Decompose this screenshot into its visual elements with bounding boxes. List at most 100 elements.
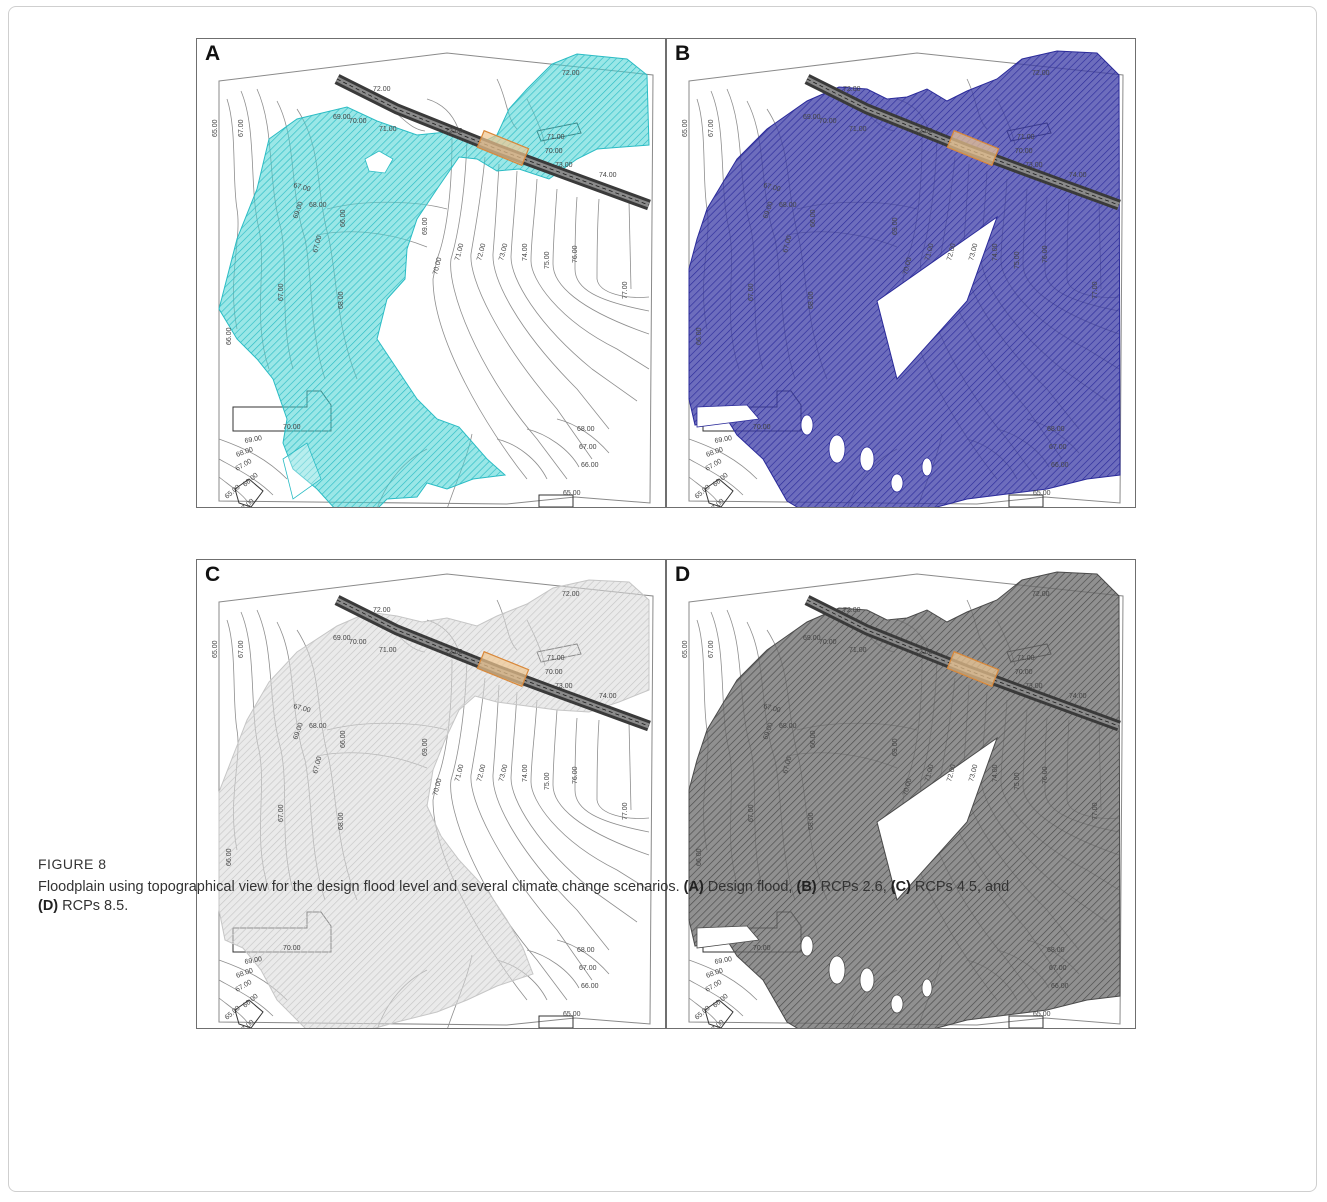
flood-island — [696, 404, 760, 428]
site-boundary — [688, 52, 1124, 505]
contour-elevation-label: 65.00 — [212, 640, 219, 658]
contour-elevation-label: 73.00 — [498, 243, 509, 262]
contour-elevation-label: 77.00 — [622, 802, 629, 820]
caption-text-c: RCPs 4.5, and — [910, 879, 1010, 895]
contour-elevation-label: 72.00 — [476, 764, 487, 783]
contour-elevation-label: 69.00 — [422, 217, 429, 235]
contour-elevation-label: 72.00 — [445, 128, 463, 135]
contour-elevation-label: 67.00 — [579, 444, 597, 451]
contour-elevation-label: 70.00 — [902, 778, 913, 797]
contour-elevation-label: 72.00 — [373, 607, 391, 614]
contour-line — [556, 939, 610, 975]
contour-elevation-label: 69.00 — [244, 435, 263, 445]
contour-elevation-label: 69.00 — [714, 435, 733, 445]
contour-elevation-label: 75.00 — [1014, 772, 1021, 790]
contour-elevation-label: 75.00 — [544, 772, 551, 790]
contour-line — [510, 170, 638, 402]
contour-line — [596, 719, 650, 819]
contour-elevation-label: 65.00 — [563, 1011, 581, 1018]
flood-exclusion — [876, 736, 998, 902]
contour-elevation-label: 66.00 — [810, 730, 817, 748]
contour-line — [218, 438, 288, 480]
contour-line — [450, 138, 568, 480]
contour-elevation-label: 68.00 — [779, 202, 797, 209]
contour-elevation-label: 76.00 — [1042, 245, 1049, 263]
contour-elevation-label: 72.00 — [1032, 70, 1050, 77]
bridge-culvert — [476, 650, 530, 688]
figure-caption: FIGURE 8 Floodplain using topographical … — [38, 856, 1288, 916]
contour-elevation-label: 70.00 — [1015, 148, 1033, 155]
contour-elevation-label: 71.00 — [924, 764, 935, 783]
contour-elevation-label: 65.00 — [563, 490, 581, 497]
contour-elevation-label: 67.00 — [235, 979, 254, 994]
caption-tag-a: (A) — [683, 879, 704, 895]
contour-elevation-label: 70.00 — [432, 257, 443, 276]
contour-elevation-label: 69.00 — [892, 217, 899, 235]
contour-elevation-label: 76.00 — [572, 766, 579, 784]
contour-line — [628, 200, 632, 290]
site-boundary — [218, 573, 654, 1026]
contour-elevation-label: 66.00 — [226, 327, 233, 345]
flood-island — [364, 150, 394, 174]
contour-elevation-label: 68.00 — [309, 202, 327, 209]
contour-line — [628, 721, 632, 811]
contour-elevation-label: 74.00 — [599, 693, 617, 700]
contour-elevation-label: 70.00 — [753, 945, 771, 952]
contour-elevation-label: 67.00 — [278, 804, 285, 822]
contour-elevation-label: 66.00 — [696, 848, 703, 866]
contour-elevation-label: 74.00 — [1069, 693, 1087, 700]
contour-elevation-label: 72.00 — [843, 607, 861, 614]
contour-elevation-label: 67.00 — [708, 119, 715, 137]
contour-elevation-label: 65.00 — [1033, 1011, 1051, 1018]
contour-line — [492, 684, 610, 951]
floodplain-map-b: 72.00 72.00 72.00 71.00 70.00 71.00 69.00 65.00… — [682, 50, 1124, 507]
contour-elevation-label: 67.00 — [238, 640, 245, 658]
contour-elevation-label: 77.00 — [1092, 802, 1099, 820]
contour-elevation-label: 72.00 — [946, 764, 957, 783]
bridge-culvert — [946, 129, 1000, 167]
panel-label-d: D — [675, 563, 691, 586]
site-boundary — [688, 573, 1124, 1026]
contour-elevation-label: 65.00 — [212, 119, 219, 137]
floodplain-map-d: 72.00 72.00 72.00 71.00 70.00 71.00 69.00 65.00… — [682, 571, 1124, 1028]
contour-elevation-label: 69.00 — [803, 114, 821, 121]
contour-elevation-label: 70.00 — [819, 639, 837, 646]
bridge-culvert — [476, 129, 530, 167]
contour-elevation-label: 71.00 — [379, 126, 397, 133]
contour-elevation-label: 71.00 — [924, 243, 935, 262]
contour-elevation-label: 67.00 — [292, 182, 311, 193]
contour-elevation-label: 67.00 — [1049, 965, 1067, 972]
contour-elevation-label: 74.00 — [992, 764, 999, 782]
contour-elevation-label: 67.00 — [238, 1019, 256, 1029]
contour-elevation-label: 74.00 — [522, 764, 529, 782]
building-outline — [538, 494, 574, 507]
contour-elevation-label: 67.00 — [782, 235, 793, 254]
contour-line — [556, 418, 610, 454]
flood-exclusion — [876, 215, 998, 381]
contour-elevation-label: 72.00 — [373, 86, 391, 93]
panel-label-a: A — [205, 42, 221, 65]
contour-elevation-label: 71.00 — [547, 134, 565, 141]
contour-line — [510, 691, 638, 923]
contour-elevation-label: 72.00 — [915, 128, 933, 135]
contour-line — [432, 138, 528, 480]
contour-elevation-label: 65.00 — [694, 484, 712, 501]
contour-elevation-label: 67.00 — [238, 119, 245, 137]
contour-line — [552, 709, 650, 856]
contour-elevation-label: 65.00 — [1033, 490, 1051, 497]
panel-label-b: B — [675, 42, 691, 65]
contour-elevation-label: 74.00 — [1069, 172, 1087, 179]
flood-island — [696, 925, 760, 949]
contour-elevation-label: 70.00 — [349, 639, 367, 646]
map-panel-b: 72.00 72.00 72.00 71.00 70.00 71.00 69.00 65.00… — [666, 38, 1136, 508]
contour-line — [596, 198, 650, 298]
flood-island — [828, 955, 846, 985]
contour-elevation-label: 65.00 — [682, 640, 689, 658]
contour-elevation-label: 72.00 — [445, 649, 463, 656]
contour-elevation-label: 67.00 — [705, 458, 724, 473]
caption-text-a: Design flood, — [703, 879, 797, 895]
contour-elevation-label: 71.00 — [849, 647, 867, 654]
flood-island — [800, 414, 814, 436]
contour-line — [470, 156, 593, 460]
contour-elevation-label: 72.00 — [1032, 591, 1050, 598]
